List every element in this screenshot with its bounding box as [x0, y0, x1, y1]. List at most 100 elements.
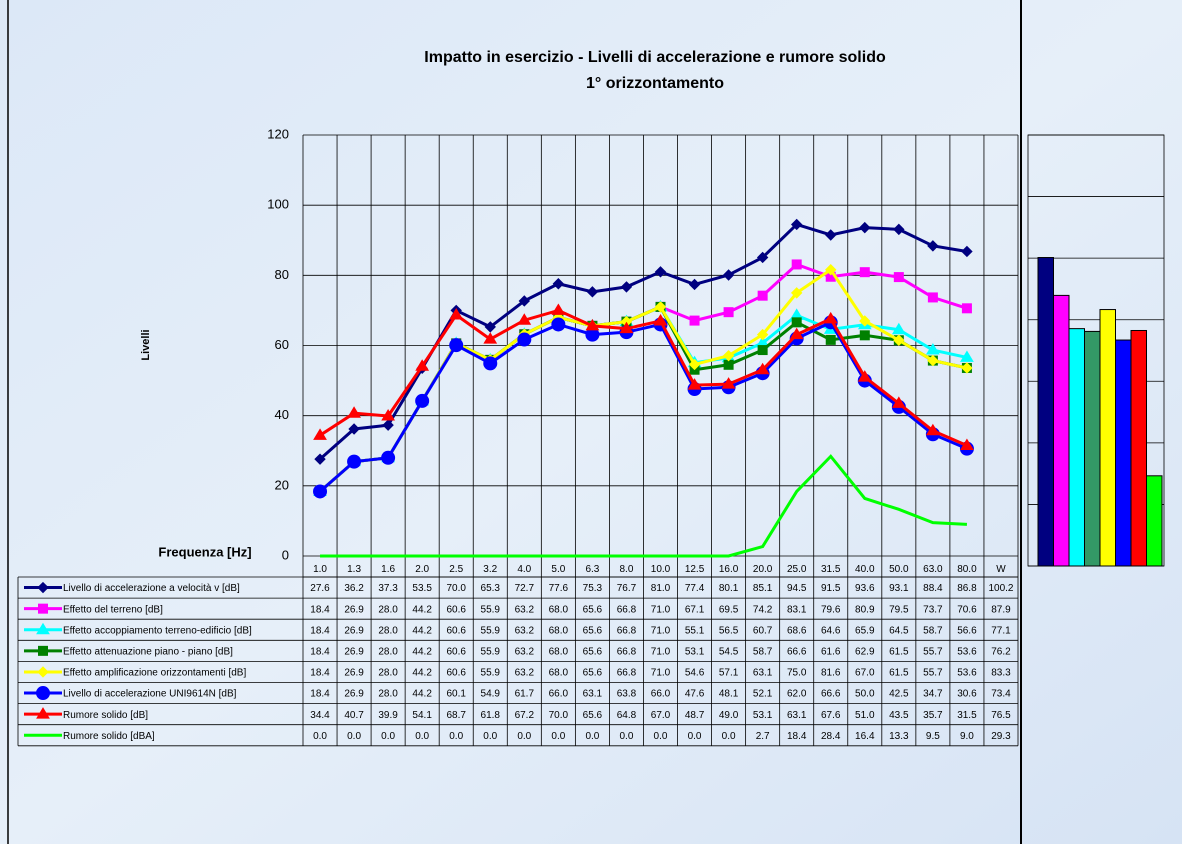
- table-cell: 34.4: [310, 710, 330, 721]
- series-line: [320, 454, 968, 558]
- table-cell: 0.0: [688, 731, 702, 742]
- table-cell: 67.1: [685, 604, 705, 615]
- table-cell: 60.6: [446, 604, 466, 615]
- x-tick-label: 12.5: [685, 564, 705, 575]
- legend-marker: [38, 603, 48, 614]
- data-point: [689, 315, 700, 326]
- table-cell: 28.0: [378, 646, 398, 657]
- table-cell: 67.6: [821, 710, 841, 721]
- table-cell: 68.0: [549, 604, 569, 615]
- data-point: [517, 332, 532, 347]
- legend-label: Effetto accoppiamento terreno-edificio […: [63, 625, 252, 636]
- table-cell: 70.0: [549, 710, 569, 721]
- data-point: [687, 378, 702, 390]
- table-cell: 93.6: [855, 583, 875, 594]
- data-point: [960, 350, 974, 362]
- y-tick-label: 60: [275, 337, 289, 352]
- data-point: [927, 240, 939, 252]
- table-cell: 53.1: [753, 710, 773, 721]
- table-cell: 18.4: [310, 625, 330, 636]
- table-cell: 56.6: [957, 625, 977, 636]
- table-cell: 100.2: [988, 583, 1013, 594]
- table-cell: 79.6: [821, 604, 841, 615]
- data-point: [449, 338, 464, 353]
- data-point: [893, 334, 905, 346]
- table-cell: 71.0: [651, 625, 671, 636]
- table-cell: 68.0: [549, 668, 569, 679]
- data-point: [347, 406, 361, 418]
- table-cell: 0.0: [313, 731, 327, 742]
- table-cell: 73.7: [923, 604, 943, 615]
- table-cell: 65.3: [481, 583, 501, 594]
- x-tick-label: 31.5: [821, 564, 841, 575]
- chart-subtitle: 1° orizzontamento: [586, 75, 724, 92]
- data-point: [791, 317, 802, 328]
- table-cell: 91.5: [821, 583, 841, 594]
- table-cell: 66.0: [549, 689, 569, 700]
- table-cell: 86.8: [957, 583, 977, 594]
- table-cell: 55.9: [481, 604, 501, 615]
- table-cell: 55.9: [481, 668, 501, 679]
- table-cell: 67.0: [651, 710, 671, 721]
- table-cell: 88.4: [923, 583, 943, 594]
- data-point: [893, 272, 904, 283]
- table-cell: 75.0: [787, 668, 807, 679]
- table-cell: 77.1: [991, 625, 1011, 636]
- x-tick-label: 4.0: [517, 564, 531, 575]
- data-point: [857, 370, 872, 382]
- data-point: [791, 259, 802, 270]
- table-cell: 71.0: [651, 668, 671, 679]
- table-cell: 81.0: [651, 583, 671, 594]
- table-cell: 87.9: [991, 604, 1011, 615]
- table-cell: 55.1: [685, 625, 705, 636]
- table-cell: 27.6: [310, 583, 330, 594]
- bar: [1084, 330, 1101, 567]
- table-cell: 64.5: [889, 625, 909, 636]
- table-cell: 9.5: [926, 731, 940, 742]
- x-tick-label: 8.0: [619, 564, 633, 575]
- data-point: [755, 362, 770, 375]
- bar: [1037, 257, 1054, 567]
- legend-label: Effetto del terreno [dB]: [63, 604, 163, 615]
- data-point: [757, 345, 768, 356]
- table-cell: 44.2: [412, 604, 432, 615]
- table-cell: 74.2: [753, 604, 773, 615]
- table-cell: 69.5: [719, 604, 739, 615]
- data-point: [620, 281, 633, 293]
- x-tick-label: 10.0: [651, 564, 671, 575]
- table-cell: 63.1: [787, 710, 807, 721]
- table-cell: 31.5: [957, 710, 977, 721]
- data-point: [348, 423, 360, 435]
- table-cell: 81.6: [821, 668, 841, 679]
- table-cell: 44.2: [412, 689, 432, 700]
- bar: [1146, 475, 1163, 567]
- table-cell: 26.9: [344, 646, 364, 657]
- data-point: [756, 251, 769, 264]
- data-point: [859, 315, 871, 327]
- table-cell: 0.0: [585, 731, 599, 742]
- table-cell: 67.0: [855, 668, 875, 679]
- x-tick-label: 2.0: [415, 564, 429, 575]
- data-point: [756, 328, 769, 341]
- data-point: [961, 245, 973, 258]
- data-point: [790, 218, 803, 231]
- table-cell: 70.0: [446, 583, 466, 594]
- table-cell: 62.0: [787, 689, 807, 700]
- table-cell: 35.7: [923, 710, 943, 721]
- table-cell: 61.5: [889, 646, 909, 657]
- data-point: [484, 321, 496, 333]
- data-point: [313, 428, 327, 440]
- table-cell: 0.0: [415, 731, 429, 742]
- table-cell: 44.2: [412, 646, 432, 657]
- table-cell: 64.6: [821, 625, 841, 636]
- table-cell: 54.5: [719, 646, 739, 657]
- table-cell: 68.0: [549, 646, 569, 657]
- data-point: [314, 453, 326, 465]
- data-point: [825, 334, 836, 345]
- table-cell: 18.4: [310, 668, 330, 679]
- data-point: [723, 359, 734, 370]
- x-tick-label: 63.0: [923, 564, 943, 575]
- data-point: [927, 292, 938, 303]
- table-cell: 55.7: [923, 646, 943, 657]
